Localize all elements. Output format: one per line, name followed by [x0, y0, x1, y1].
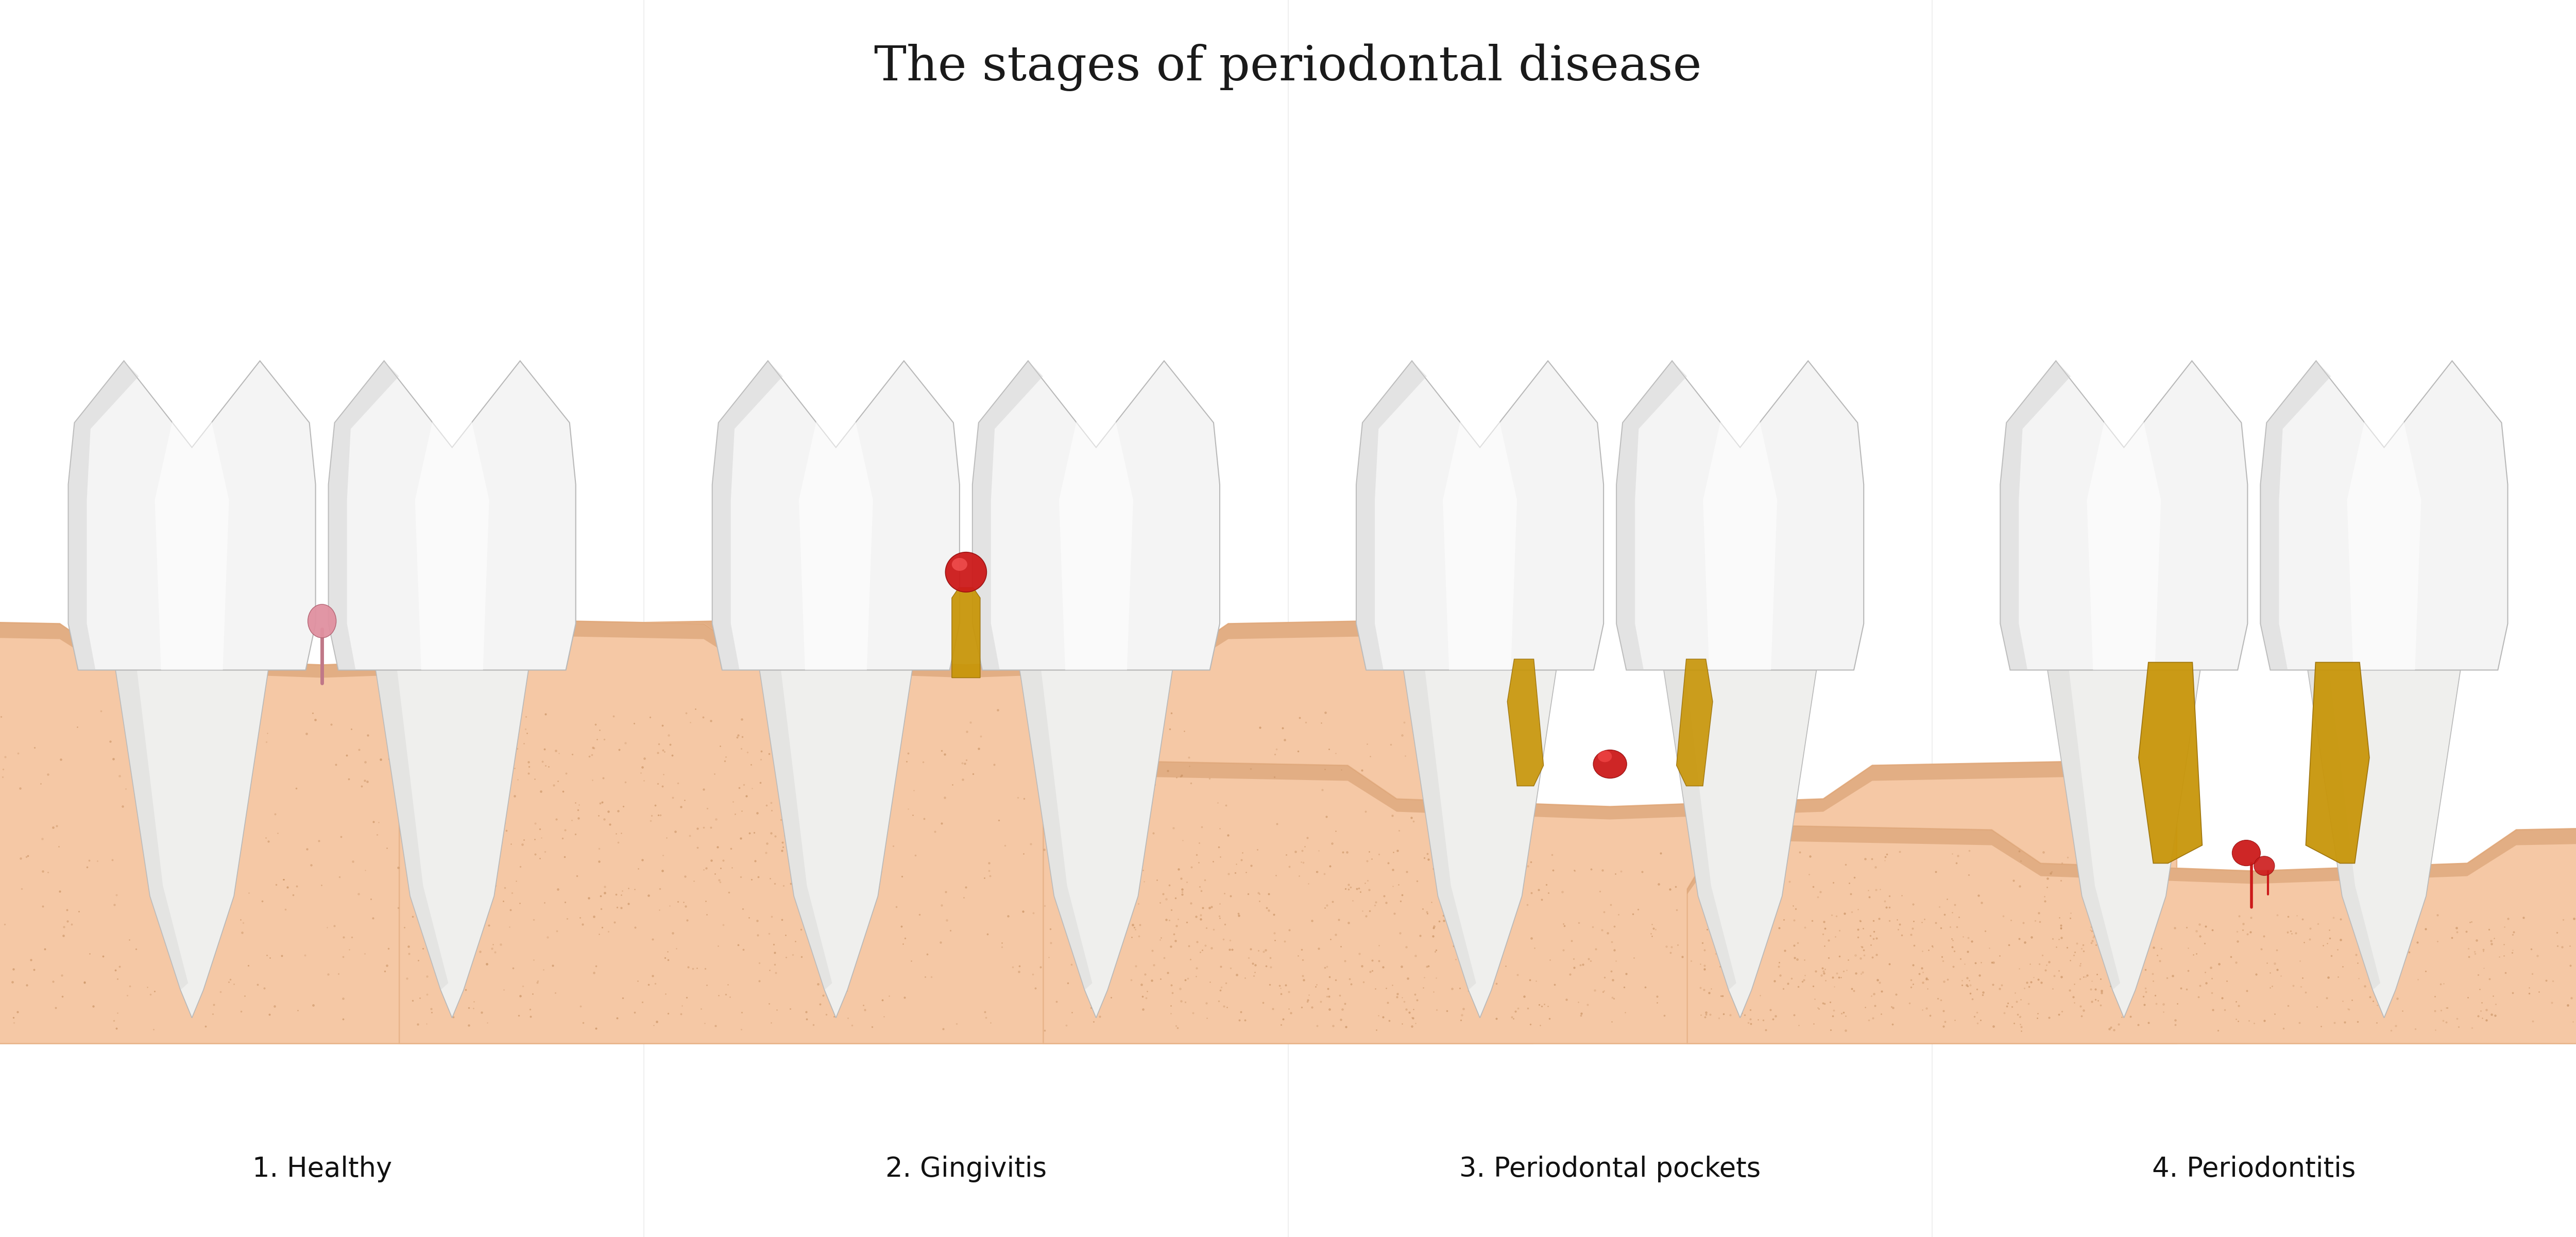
Polygon shape — [1404, 670, 1476, 990]
Polygon shape — [1020, 670, 1092, 990]
Polygon shape — [1687, 825, 2576, 1044]
Polygon shape — [2308, 670, 2460, 1018]
Text: 1. Healthy: 1. Healthy — [252, 1155, 392, 1183]
Polygon shape — [1999, 361, 2246, 670]
Ellipse shape — [309, 605, 335, 638]
Polygon shape — [0, 618, 889, 1044]
Text: 3. Periodontal pockets: 3. Periodontal pockets — [1458, 1155, 1762, 1183]
Polygon shape — [1358, 361, 1602, 670]
Polygon shape — [1404, 670, 1556, 1018]
Polygon shape — [2259, 361, 2506, 670]
Polygon shape — [971, 361, 1043, 670]
Polygon shape — [399, 618, 1533, 688]
Polygon shape — [1677, 659, 1713, 785]
Polygon shape — [2259, 361, 2331, 670]
Polygon shape — [376, 670, 528, 1018]
Polygon shape — [1043, 761, 2177, 1044]
Polygon shape — [399, 618, 1533, 1044]
Polygon shape — [1358, 361, 1427, 670]
Polygon shape — [415, 386, 489, 670]
Polygon shape — [1443, 386, 1517, 670]
Polygon shape — [0, 618, 889, 688]
Polygon shape — [1703, 386, 1777, 670]
Polygon shape — [376, 670, 448, 990]
Polygon shape — [1664, 670, 1816, 1018]
Polygon shape — [760, 670, 912, 1018]
Text: 4. Periodontitis: 4. Periodontitis — [2151, 1155, 2357, 1183]
Text: The stages of periodontal disease: The stages of periodontal disease — [873, 43, 1703, 92]
Ellipse shape — [951, 558, 966, 570]
Polygon shape — [760, 670, 832, 990]
Polygon shape — [971, 361, 1218, 670]
Polygon shape — [1618, 361, 1687, 670]
Polygon shape — [1618, 361, 1862, 670]
Polygon shape — [1507, 659, 1543, 785]
Polygon shape — [2308, 670, 2380, 990]
Polygon shape — [1043, 761, 2177, 830]
Polygon shape — [1664, 670, 1736, 990]
Polygon shape — [711, 361, 958, 670]
Polygon shape — [1020, 670, 1172, 1018]
Polygon shape — [67, 361, 314, 670]
Polygon shape — [711, 361, 783, 670]
Polygon shape — [2347, 386, 2421, 670]
Polygon shape — [2306, 662, 2370, 863]
Polygon shape — [2048, 670, 2200, 1018]
Polygon shape — [1999, 361, 2071, 670]
Ellipse shape — [2254, 856, 2275, 876]
Ellipse shape — [2231, 840, 2262, 866]
Polygon shape — [1059, 386, 1133, 670]
Polygon shape — [327, 361, 577, 670]
Polygon shape — [67, 361, 139, 670]
Polygon shape — [2087, 386, 2161, 670]
Polygon shape — [116, 670, 268, 1018]
Polygon shape — [116, 670, 188, 990]
Polygon shape — [799, 386, 873, 670]
Polygon shape — [327, 361, 399, 670]
Ellipse shape — [945, 552, 987, 593]
Polygon shape — [155, 386, 229, 670]
Polygon shape — [2138, 662, 2202, 863]
Ellipse shape — [1597, 751, 1613, 762]
Ellipse shape — [1592, 750, 1628, 778]
Text: 2. Gingivitis: 2. Gingivitis — [886, 1155, 1046, 1183]
Polygon shape — [1687, 825, 2576, 894]
Polygon shape — [2048, 670, 2120, 990]
Polygon shape — [953, 588, 979, 678]
